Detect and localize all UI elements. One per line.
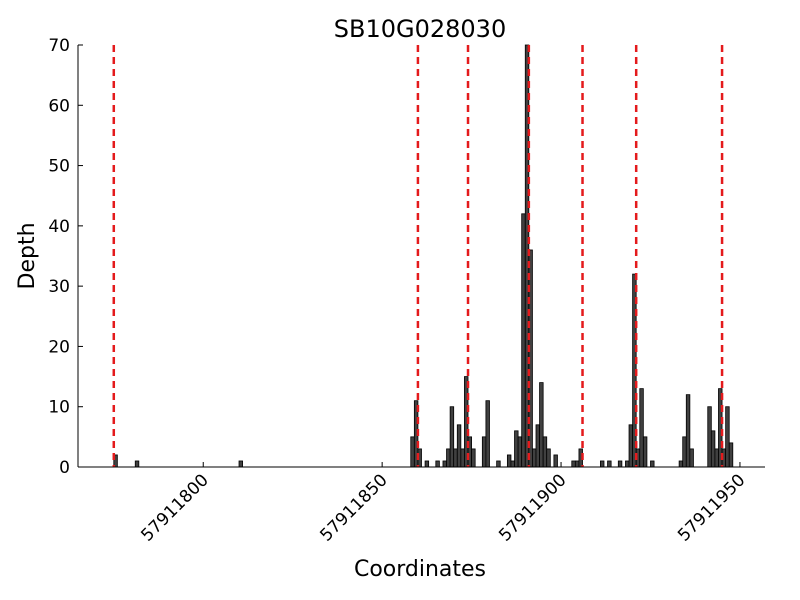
bar xyxy=(707,406,712,468)
bar xyxy=(685,394,691,468)
bar xyxy=(453,448,458,468)
bar xyxy=(689,448,694,468)
bar xyxy=(642,436,648,468)
x-tick-label: 57911850 xyxy=(316,470,391,545)
bar xyxy=(625,460,630,468)
bar xyxy=(617,460,623,468)
bar xyxy=(728,442,734,468)
bar xyxy=(496,460,501,468)
bar xyxy=(506,454,512,468)
bar xyxy=(446,448,451,468)
y-tick-label: 10 xyxy=(48,398,70,418)
bar xyxy=(600,460,605,468)
bar xyxy=(517,436,523,468)
x-tick-label: 57911900 xyxy=(495,470,570,545)
bar xyxy=(710,430,716,468)
bar xyxy=(485,400,490,468)
x-axis-label: Coordinates xyxy=(354,557,486,582)
y-tick-label: 50 xyxy=(48,157,70,177)
bar xyxy=(539,382,544,468)
y-tick-label: 30 xyxy=(48,277,70,297)
bar xyxy=(481,436,487,468)
bar xyxy=(535,424,540,468)
bar xyxy=(628,424,634,468)
bar xyxy=(532,448,537,468)
bar xyxy=(410,436,415,468)
bar xyxy=(238,460,243,468)
bar xyxy=(471,448,476,468)
bar xyxy=(456,424,462,468)
bar xyxy=(521,213,526,468)
bar xyxy=(678,460,684,468)
bar xyxy=(607,460,612,468)
bar xyxy=(442,460,447,468)
bar xyxy=(514,430,519,468)
y-tick-label: 60 xyxy=(48,96,70,116)
y-tick-label: 0 xyxy=(59,458,70,478)
bar xyxy=(134,460,140,468)
chart-title: SB10G028030 xyxy=(334,15,506,43)
x-tick-label: 57911950 xyxy=(674,470,749,545)
bar xyxy=(650,460,655,468)
bar xyxy=(714,448,719,468)
y-tick-label: 70 xyxy=(48,36,70,56)
bar xyxy=(682,436,687,468)
bar xyxy=(639,388,644,468)
bar xyxy=(553,454,558,468)
y-tick-label: 40 xyxy=(48,217,70,237)
y-tick-label: 20 xyxy=(48,337,70,357)
bar xyxy=(435,460,440,468)
y-axis-label: Depth xyxy=(15,222,40,289)
bar xyxy=(424,460,430,468)
bar xyxy=(542,436,548,468)
bar xyxy=(571,460,576,468)
bar xyxy=(574,460,580,468)
x-tick-label: 57911800 xyxy=(137,470,212,545)
bar xyxy=(449,406,455,468)
bar xyxy=(546,448,551,468)
bar xyxy=(725,406,730,468)
bar xyxy=(460,448,465,468)
bar xyxy=(510,460,515,468)
